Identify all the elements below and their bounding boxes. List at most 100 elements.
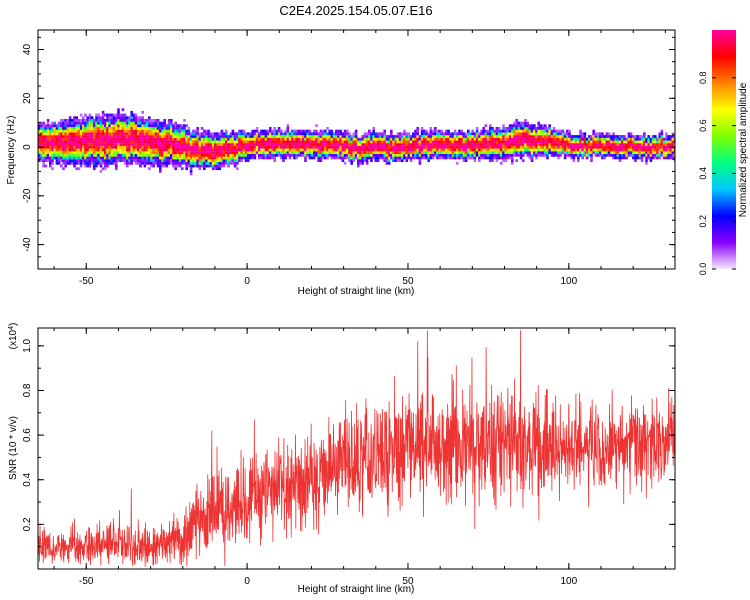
spectrogram-cell — [126, 148, 129, 152]
spectrogram-cell — [330, 129, 334, 133]
spectrogram-cell — [192, 135, 195, 138]
spectrogram-cell — [183, 119, 186, 122]
spectrogram-cell — [167, 135, 171, 138]
spectrogram-cell — [596, 143, 600, 146]
spectrogram-cell — [544, 132, 547, 136]
spectrogram-cell — [658, 137, 661, 141]
spectrogram-cell — [462, 156, 466, 160]
spectrogram-cell — [236, 161, 239, 165]
spectrogram-cell — [207, 140, 210, 144]
spectrogram-cell — [335, 135, 338, 138]
spectrogram-cell — [302, 135, 305, 138]
spectrogram-cell — [225, 156, 228, 160]
spectrogram-cell — [167, 148, 171, 152]
spectrogram-cell — [286, 137, 290, 141]
spectrogram-cell — [42, 151, 45, 154]
spectrogram-cell — [231, 135, 235, 138]
spectrogram-cell — [484, 140, 488, 144]
spectrogram-cell — [519, 140, 523, 144]
spectrogram-cell — [192, 145, 195, 149]
spectrogram-cell — [161, 124, 164, 128]
spectrogram-cell — [84, 113, 87, 117]
spectrogram-cell — [310, 156, 314, 160]
spectrogram-cell — [590, 159, 593, 162]
spectrogram-cell — [280, 143, 283, 146]
spectrogram-cell — [425, 135, 428, 138]
spectrogram-cell — [539, 135, 543, 138]
spectrogram-cell — [412, 137, 415, 141]
spectrogram-cell — [198, 153, 202, 157]
spectrogram-cell — [167, 145, 171, 149]
spectrogram-cell — [394, 143, 397, 146]
spectrogram-cell — [469, 135, 472, 138]
spectrogram-cell — [233, 140, 237, 144]
spectrogram-cell — [46, 140, 50, 144]
spectrogram-cell — [139, 135, 142, 138]
spectrogram-cell — [416, 140, 419, 144]
spectrogram-cell — [258, 140, 261, 144]
spectrogram-cell — [306, 140, 309, 144]
spectrogram-cell — [126, 159, 129, 162]
spectrogram-cell — [181, 124, 184, 128]
spectrogram-x-ticks: -50 0 50 100 — [53, 30, 666, 287]
spectrogram-cell — [592, 143, 595, 146]
spectrogram-cell — [359, 143, 362, 146]
spectrogram-cell — [194, 129, 197, 133]
spectrogram-cell — [385, 135, 389, 138]
spectrogram-cell — [143, 140, 147, 144]
spectrogram-cell — [172, 143, 175, 146]
spectrogram-cell — [315, 148, 318, 152]
spectrogram-cell — [359, 137, 362, 141]
spectrogram-cell — [84, 127, 87, 130]
spectrogram-cell — [669, 156, 672, 160]
spectrogram-cell — [44, 156, 48, 160]
spectrogram-cell — [176, 161, 180, 165]
spectrogram-cell — [623, 156, 626, 160]
spectrogram-cell — [64, 127, 67, 130]
spectrogram-cell — [495, 140, 499, 144]
spectrogram-cell — [183, 137, 186, 141]
spectrogram-cell — [203, 153, 206, 157]
spectrogram-cell — [548, 132, 551, 136]
spectrogram-cell — [473, 137, 477, 141]
spectrogram-cell — [361, 151, 364, 154]
spectrogram-cell — [293, 137, 296, 141]
spectrogram-cell — [315, 129, 318, 133]
spectrogram-cell — [453, 143, 457, 146]
spectrogram-cell — [139, 132, 142, 136]
spectrogram-cell — [236, 148, 239, 152]
spectrogram-cell — [658, 140, 661, 144]
spectrogram-cell — [324, 129, 327, 133]
spectrogram-cell — [211, 140, 215, 144]
spectrogram-cell — [669, 140, 672, 144]
spectrogram-cell — [161, 151, 164, 154]
spectrogram-cell — [645, 143, 648, 146]
spectrogram-cell — [51, 153, 54, 157]
spectrogram-cell — [522, 121, 525, 125]
spectrogram-cell — [260, 132, 263, 136]
spectrogram-cell — [231, 140, 235, 144]
spectrogram-cell — [106, 121, 109, 125]
spectrogram-cell — [73, 137, 76, 141]
spectrogram-cell — [304, 135, 307, 138]
spectrogram-cell — [277, 135, 281, 138]
spectrogram-cell — [361, 140, 364, 144]
spectrogram-cell — [541, 127, 545, 130]
spectrogram-cell — [216, 132, 219, 136]
spectrogram-cell — [101, 132, 105, 136]
spectrogram-cell — [77, 148, 81, 152]
spectrogram-cell — [189, 161, 193, 165]
spectrogram-cell — [555, 151, 558, 154]
spectrogram-cell — [471, 145, 474, 149]
spectrogram-cell — [126, 119, 129, 122]
spectrogram-cell — [405, 148, 408, 152]
spectrogram-cell — [515, 143, 518, 146]
spectrogram-cell — [53, 148, 56, 152]
spectrogram-cell — [77, 124, 81, 128]
spectrogram-cell — [170, 148, 173, 152]
spectrogram-cell — [222, 135, 226, 138]
spectrogram-cell — [502, 151, 505, 154]
spectrogram-cell — [506, 127, 510, 130]
spectrogram-cell — [649, 145, 653, 149]
spectrogram-cell — [75, 116, 78, 120]
